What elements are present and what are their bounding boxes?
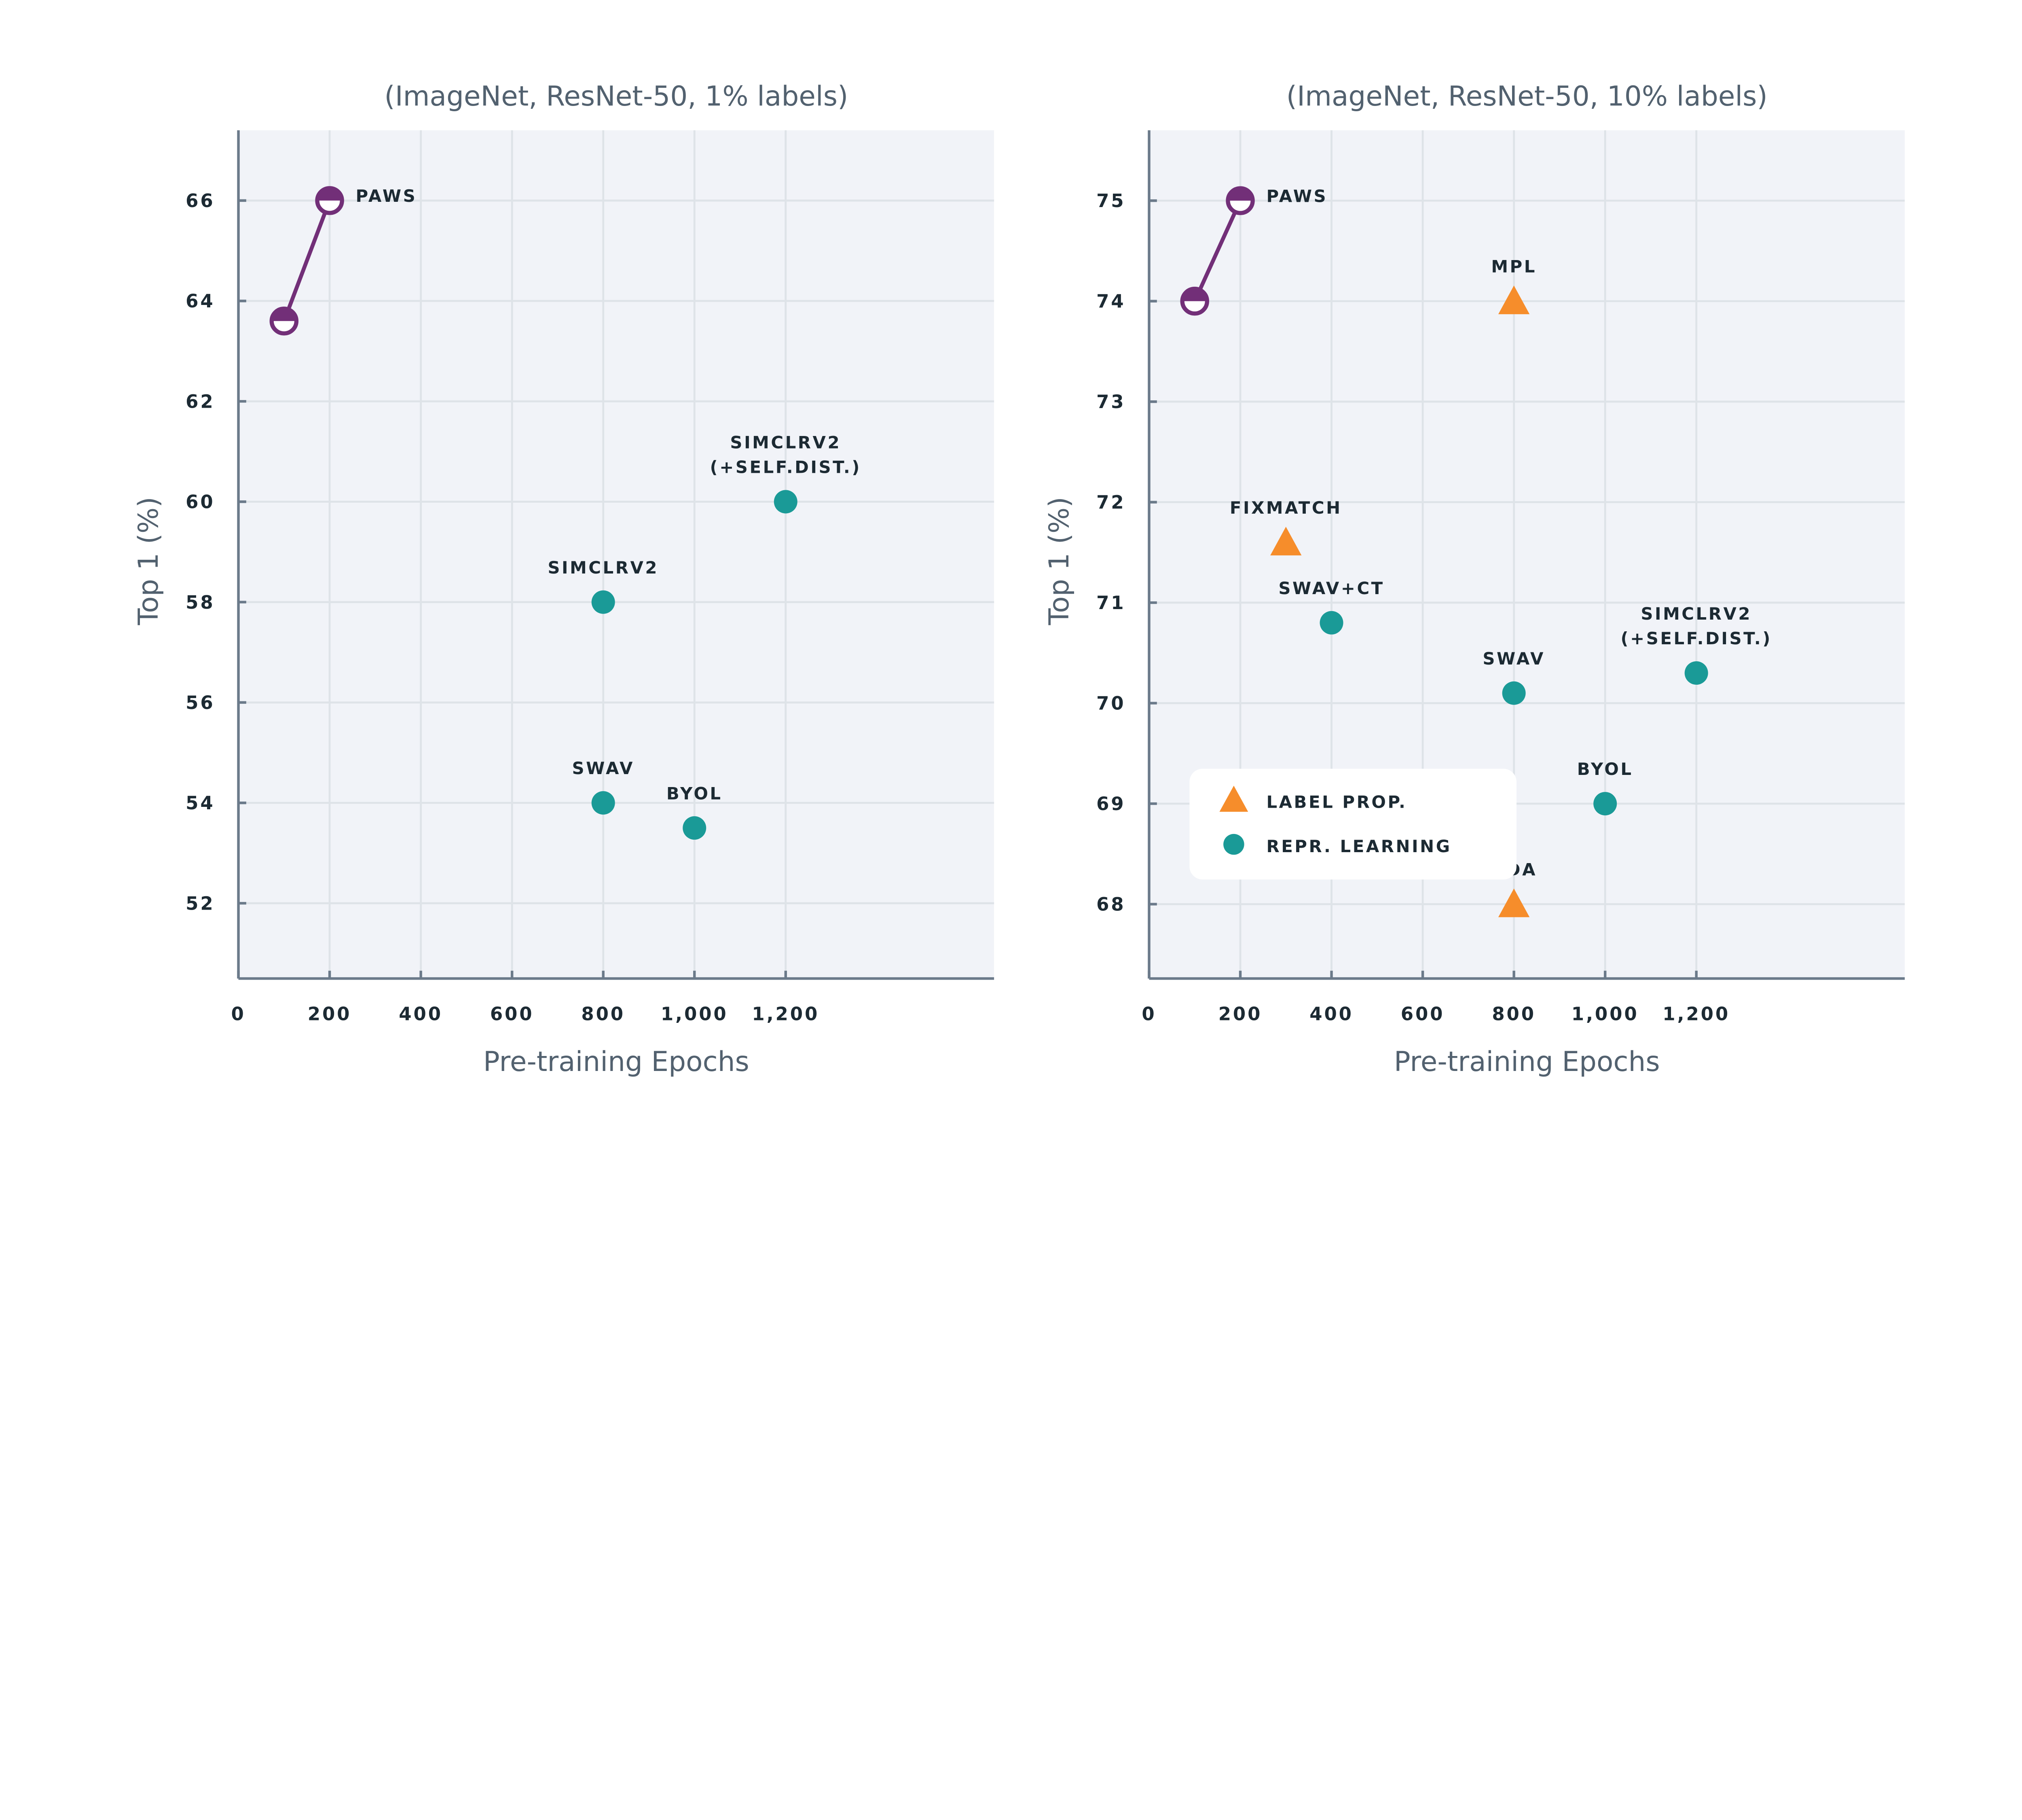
point-label-line: BYOL <box>666 783 723 803</box>
x-tick-label: 1,000 <box>1571 1003 1639 1025</box>
y-tick-label: 64 <box>186 290 215 312</box>
y-tick-label: 66 <box>186 190 215 212</box>
paws-line <box>1193 200 1242 302</box>
legend-box <box>1189 768 1516 880</box>
point-label: SIMCLRV2 (+SELF.DIST.) <box>1620 604 1772 648</box>
x-tick-label: 1,200 <box>752 1003 819 1025</box>
point-label-line: SIMCLRV2 <box>1641 604 1752 624</box>
point-label: BYOL <box>1577 759 1633 779</box>
x-tick-label: 400 <box>1309 1003 1354 1025</box>
paws-label: PAWS <box>1266 186 1328 206</box>
y-tick-label: 75 <box>1096 190 1125 212</box>
y-tick-label: 71 <box>1096 592 1125 614</box>
x-tick-label: 800 <box>581 1003 625 1025</box>
y-tick-label: 73 <box>1096 391 1125 413</box>
x-tick-label: 600 <box>490 1003 534 1025</box>
point-label-line: (+SELF.DIST.) <box>1620 629 1772 648</box>
point-label-line: SIMCLRV2 <box>548 558 659 578</box>
point-label: SWAV <box>572 758 634 778</box>
paws-marker-fill <box>1182 289 1207 301</box>
chart-title: (ImageNet, ResNet-50, 10% labels) <box>1286 80 1768 112</box>
label-prop-marker <box>1498 285 1530 314</box>
legend-label: REPR. LEARNING <box>1266 836 1451 856</box>
point-label-line: (+SELF.DIST.) <box>710 457 861 477</box>
point-label-line: FIXMATCH <box>1230 498 1342 518</box>
figure: 0 200 400 600 800 1,000 1,200 52 54 56 58 60 62 64 66 (… <box>132 80 1905 1077</box>
paws-label: PAWS <box>356 186 417 206</box>
legend-triangle-icon <box>1219 785 1248 812</box>
repr-learning-marker <box>1684 661 1708 685</box>
chart-1: 0 200 400 600 800 1,000 1,200 52 54 56 58 60 62 64 66 (… <box>132 80 994 1077</box>
x-tick-label: 600 <box>1401 1003 1445 1025</box>
legend-circle-icon <box>1223 834 1244 855</box>
paws-marker-fill <box>1228 188 1253 201</box>
point-label: SWAV <box>1483 649 1545 669</box>
legend-label: LABEL PROP. <box>1266 792 1407 812</box>
repr-learning-marker <box>591 590 615 614</box>
y-tick-label: 60 <box>186 491 215 513</box>
chart-title: (ImageNet, ResNet-50, 1% labels) <box>384 80 848 112</box>
x-tick-label: 0 <box>231 1003 245 1025</box>
x-tick-label: 800 <box>1492 1003 1536 1025</box>
x-tick-label: 200 <box>1218 1003 1263 1025</box>
y-tick-label: 52 <box>186 893 215 914</box>
paws-line <box>282 200 332 322</box>
point-label: BYOL <box>666 783 723 803</box>
y-tick-label: 58 <box>186 592 215 613</box>
repr-learning-marker <box>683 816 706 840</box>
y-tick-label: 68 <box>1096 894 1125 915</box>
point-label-line: SWAV <box>572 758 634 778</box>
point-label-line: BYOL <box>1577 759 1633 779</box>
point-label-line: SWAV+CT <box>1278 578 1384 598</box>
x-axis-label: Pre-training Epochs <box>1394 1045 1660 1077</box>
y-tick-label: 74 <box>1096 291 1125 312</box>
y-tick-label: 70 <box>1096 693 1125 714</box>
point-label: MPL <box>1491 257 1537 277</box>
point-label: FIXMATCH <box>1230 498 1342 518</box>
legend: LABEL PROP. REPR. LEARNING <box>1189 768 1516 880</box>
repr-learning-marker <box>1320 611 1343 635</box>
paws-marker-fill <box>317 188 342 201</box>
paws-marker-fill <box>271 309 296 321</box>
chart-2: 0 200 400 600 800 1,000 1,200 68 69 70 71 72 73 74 75 (… <box>1043 80 1905 1077</box>
y-tick-label: 62 <box>186 391 215 412</box>
plot-area <box>238 130 994 979</box>
x-tick-label: 400 <box>399 1003 443 1025</box>
y-axis-label: Top 1 (%) <box>132 497 164 625</box>
point-label: SIMCLRV2 (+SELF.DIST.) <box>710 432 861 477</box>
point-label-line: SIMCLRV2 <box>730 432 841 452</box>
point-label-line: MPL <box>1491 257 1537 277</box>
x-tick-label: 1,200 <box>1662 1003 1730 1025</box>
label-prop-marker <box>1498 888 1530 917</box>
repr-learning-marker <box>1502 681 1526 705</box>
x-tick-label: 1,000 <box>661 1003 728 1025</box>
point-label: SIMCLRV2 <box>548 558 659 578</box>
y-tick-label: 69 <box>1096 793 1125 815</box>
repr-learning-marker <box>774 490 797 514</box>
point-label: SWAV+CT <box>1278 578 1384 598</box>
x-axis-label: Pre-training Epochs <box>483 1045 749 1077</box>
y-tick-label: 56 <box>186 692 215 713</box>
y-tick-label: 72 <box>1096 492 1125 513</box>
label-prop-marker <box>1270 527 1302 556</box>
y-tick-label: 54 <box>186 792 215 814</box>
repr-learning-marker <box>591 791 615 815</box>
x-tick-label: 200 <box>308 1003 352 1025</box>
repr-learning-marker <box>1593 792 1617 816</box>
y-axis-label: Top 1 (%) <box>1043 497 1075 625</box>
point-label-line: SWAV <box>1483 649 1545 669</box>
x-tick-label: 0 <box>1142 1003 1156 1025</box>
